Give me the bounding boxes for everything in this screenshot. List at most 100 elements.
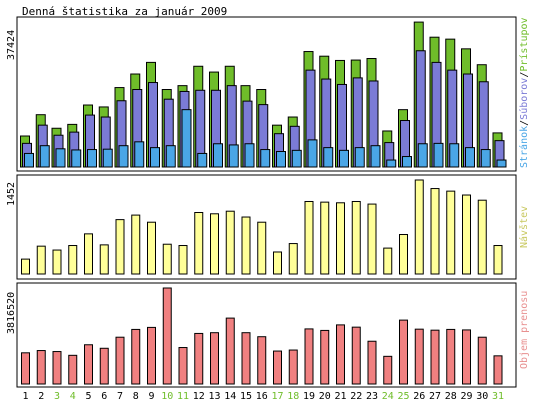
x-tick-30: 30 [476, 391, 488, 402]
bar-stránok-12 [197, 152, 208, 168]
bar-objem-2 [36, 350, 46, 385]
bar-stránok-23 [370, 145, 381, 168]
bar-navstev-31 [493, 245, 503, 275]
x-tick-18: 18 [287, 391, 299, 402]
bar-stránok-4 [71, 149, 82, 168]
x-tick-19: 19 [303, 391, 315, 402]
bar-stránok-5 [87, 149, 97, 168]
bar-stránok-19 [307, 139, 318, 168]
bar-navstev-28 [446, 190, 456, 275]
x-tick-10: 10 [161, 391, 173, 402]
bar-objem-30 [477, 336, 487, 385]
bar-navstev-18 [288, 243, 298, 275]
x-tick-23: 23 [366, 391, 378, 402]
bar-navstev-22 [351, 200, 361, 275]
bar-objem-27 [430, 329, 440, 385]
bar-navstev-21 [336, 202, 345, 275]
bar-stránok-3 [55, 148, 66, 168]
bar-objem-7 [115, 336, 125, 385]
x-tick-16: 16 [256, 391, 268, 402]
legend-separator-1: / [519, 120, 530, 126]
bar-objem-18 [288, 349, 298, 385]
bar-navstev-27 [430, 188, 440, 275]
bar-objem-29 [462, 329, 471, 385]
bar-navstev-29 [462, 194, 471, 275]
bar-objem-4 [68, 354, 78, 385]
bar-navstev-11 [178, 245, 188, 275]
x-tick-7: 7 [117, 391, 123, 402]
x-tick-14: 14 [224, 391, 236, 402]
x-tick-22: 22 [350, 391, 362, 402]
bar-objem-14 [225, 317, 235, 385]
bar-navstev-5 [84, 233, 93, 275]
bar-stránok-20 [323, 147, 334, 168]
x-tick-2: 2 [38, 391, 44, 402]
bar-stránok-29 [465, 147, 475, 168]
legend-pristupov: Prístupov [518, 17, 530, 71]
bar-stránok-10 [165, 145, 176, 168]
legend-separator-2: / [519, 72, 530, 78]
bar-objem-11 [178, 347, 188, 385]
bar-navstev-7 [115, 219, 125, 275]
x-tick-5: 5 [85, 391, 91, 402]
bar-stránok-16 [260, 149, 271, 168]
bar-navstev-25 [399, 234, 408, 275]
top-ymax-label: 37424 [6, 30, 17, 60]
bar-stránok-18 [291, 149, 302, 168]
x-tick-15: 15 [240, 391, 252, 402]
bar-objem-23 [367, 340, 377, 385]
bar-objem-12 [194, 332, 204, 385]
bar-stránok-21 [339, 149, 349, 168]
x-tick-4: 4 [70, 391, 76, 402]
bar-stránok-24 [386, 159, 397, 168]
bar-objem-9 [147, 326, 156, 385]
x-tick-13: 13 [208, 391, 220, 402]
bar-navstev-23 [367, 203, 377, 275]
bar-stránok-1 [24, 152, 34, 168]
chart-title: Denná štatistika za január 2009 [22, 5, 227, 18]
bar-objem-5 [84, 344, 93, 385]
x-tick-11: 11 [177, 391, 189, 402]
bar-stránok-8 [134, 141, 145, 168]
bar-navstev-3 [52, 249, 62, 275]
bar-stránok-26 [417, 143, 428, 168]
middle-ymax-label: 1452 [6, 182, 17, 206]
top-legend: Stránok/Súborov/Prístupov [518, 17, 530, 168]
x-tick-27: 27 [429, 391, 441, 402]
bar-navstev-12 [194, 212, 204, 275]
bar-objem-17 [273, 350, 282, 385]
bar-stránok-9 [150, 147, 160, 168]
middle-bars-group [21, 179, 503, 275]
bar-stránok-14 [228, 144, 239, 168]
x-tick-labels: 1 2 3 4 5 6 7 8 9 10 11 12 13 14 15 16 17 18 19 20 21 22 23 24 2… [22, 391, 504, 402]
bar-navstev-2 [36, 245, 46, 275]
bar-navstev-15 [241, 216, 251, 275]
bar-objem-10 [162, 287, 172, 385]
bar-navstev-1 [21, 258, 30, 275]
x-tick-20: 20 [319, 391, 331, 402]
bar-objem-16 [257, 336, 267, 385]
bar-navstev-14 [225, 210, 235, 275]
x-tick-21: 21 [334, 391, 346, 402]
bar-navstev-6 [99, 244, 109, 275]
bar-navstev-20 [320, 201, 330, 275]
x-tick-9: 9 [148, 391, 154, 402]
bar-objem-31 [493, 355, 503, 385]
bar-stránok-13 [213, 143, 223, 168]
bar-stránok-17 [276, 151, 286, 168]
bar-stránok-7 [118, 145, 129, 168]
x-tick-25: 25 [397, 391, 409, 402]
bar-objem-21 [336, 324, 345, 385]
bar-objem-20 [320, 329, 330, 385]
bar-navstev-30 [477, 199, 487, 275]
bottom-legend-objem: Objem prenosu [519, 291, 530, 369]
bar-stránok-30 [480, 149, 491, 168]
bar-objem-3 [52, 351, 62, 385]
bar-navstev-8 [131, 214, 141, 275]
bar-navstev-4 [68, 245, 78, 275]
bar-stránok-11 [181, 109, 192, 168]
legend-stranok: Stránok [518, 126, 530, 168]
bar-objem-26 [414, 328, 424, 385]
bar-navstev-26 [414, 179, 424, 275]
